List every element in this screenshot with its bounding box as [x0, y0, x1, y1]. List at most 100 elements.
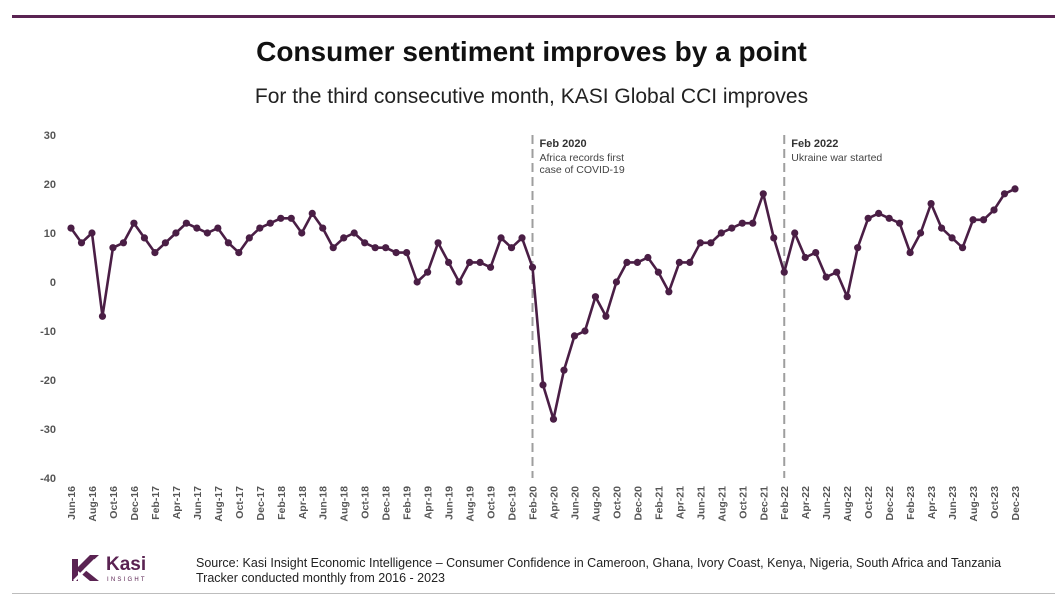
x-tick-label: Aug-20: [590, 486, 602, 522]
data-point: [287, 214, 295, 222]
data-point: [350, 229, 358, 237]
data-point: [266, 219, 274, 227]
data-point: [780, 268, 788, 276]
x-tick-label: Aug-21: [716, 486, 728, 522]
source-line-2: Tracker conducted monthly from 2016 - 20…: [196, 571, 445, 585]
data-point: [245, 234, 253, 242]
data-point: [885, 214, 893, 222]
annotation-text: case of COVID-19: [540, 164, 625, 176]
data-point: [990, 206, 998, 214]
x-tick-label: Oct-20: [611, 486, 623, 519]
data-point: [298, 229, 306, 237]
data-point: [224, 239, 232, 247]
data-point: [665, 288, 673, 296]
data-point: [214, 224, 222, 232]
y-tick-label: -40: [40, 473, 56, 485]
logo-word: Kasi: [106, 554, 147, 575]
y-tick-label: -30: [40, 424, 56, 436]
x-tick-label: Apr-20: [548, 486, 560, 519]
x-tick-label: Feb-21: [653, 486, 665, 520]
data-point: [329, 244, 337, 252]
x-tick-label: Oct-21: [737, 486, 749, 519]
bottom-rule: [12, 593, 1055, 594]
x-tick-label: Dec-18: [381, 486, 393, 521]
data-point: [256, 224, 264, 232]
data-point: [403, 249, 411, 257]
y-tick-label: 0: [50, 277, 56, 289]
data-point: [979, 216, 988, 224]
data-point: [749, 219, 757, 227]
data-point: [654, 268, 662, 276]
data-point: [864, 214, 872, 222]
data-point: [833, 268, 841, 276]
data-point: [875, 209, 883, 217]
data-point: [161, 239, 169, 247]
data-point: [1011, 185, 1019, 193]
data-point: [791, 229, 799, 237]
data-point: [759, 190, 767, 198]
x-tick-label: Dec-16: [129, 486, 141, 521]
data-point: [686, 258, 694, 266]
source-line-1: Source: Kasi Insight Economic Intelligen…: [196, 556, 1002, 570]
data-point: [455, 278, 463, 286]
annotation-text: Africa records first: [540, 152, 625, 164]
data-point: [130, 219, 138, 227]
x-tick-label: Feb-22: [779, 486, 791, 520]
data-point: [88, 229, 96, 237]
x-tick-label: Oct-16: [108, 486, 120, 519]
data-point: [382, 244, 390, 252]
data-point: [707, 239, 715, 247]
data-point: [937, 224, 946, 232]
data-point: [67, 224, 75, 232]
x-tick-label: Dec-23: [1010, 486, 1022, 521]
x-tick-label: Apr-21: [674, 486, 686, 519]
x-tick-label: Jun-22: [821, 486, 833, 520]
x-tick-label: Oct-17: [234, 486, 246, 519]
data-point: [738, 219, 746, 227]
x-tick-label: Dec-22: [884, 486, 896, 521]
data-point: [77, 239, 86, 247]
data-point: [235, 249, 243, 257]
data-point: [896, 219, 904, 227]
data-point: [539, 381, 547, 389]
data-point: [392, 249, 400, 257]
data-point: [434, 239, 442, 247]
data-point: [948, 234, 956, 242]
x-tick-label: Apr-23: [926, 486, 938, 519]
data-point: [361, 239, 369, 247]
x-tick-label: Feb-19: [402, 486, 414, 520]
data-point: [277, 214, 285, 222]
data-point: [203, 229, 211, 237]
data-point: [633, 258, 642, 266]
data-point: [696, 239, 704, 247]
x-tick-label: Jun-20: [569, 486, 581, 520]
data-point: [340, 234, 348, 242]
data-point: [151, 249, 159, 257]
data-point: [612, 278, 621, 286]
data-point: [843, 293, 851, 301]
x-tick-label: Jun-21: [695, 486, 707, 520]
x-tick-label: Oct-18: [360, 486, 372, 519]
data-point: [728, 224, 736, 232]
data-point: [581, 327, 589, 335]
data-point: [549, 415, 558, 423]
x-tick-label: Jun-19: [444, 486, 456, 520]
x-tick-label: Dec-21: [758, 486, 770, 521]
data-point: [570, 332, 579, 340]
data-point: [182, 219, 190, 227]
data-point: [812, 249, 820, 257]
x-tick-label: Aug-22: [842, 486, 854, 522]
data-point: [717, 229, 725, 237]
data-point: [801, 253, 809, 262]
data-point: [465, 258, 474, 266]
logo-sub: INSIGHT: [107, 577, 147, 583]
data-point: [319, 224, 327, 232]
x-tick-label: Aug-19: [465, 486, 477, 522]
data-point: [623, 258, 631, 266]
x-tick-label: Dec-20: [632, 486, 644, 521]
x-tick-label: Jun-17: [192, 486, 204, 520]
data-point: [528, 263, 537, 271]
data-point: [445, 258, 453, 266]
data-point: [560, 366, 568, 374]
